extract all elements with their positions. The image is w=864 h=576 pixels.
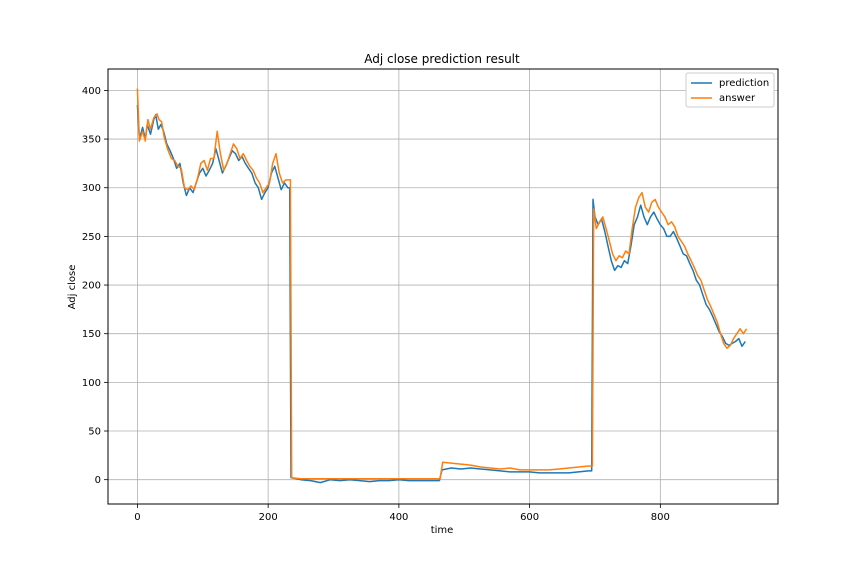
y-tick-label: 400 — [82, 86, 101, 97]
x-tick-label: 800 — [651, 512, 670, 523]
x-axis-title: time — [431, 525, 454, 536]
y-tick-label: 300 — [82, 183, 101, 194]
y-tick-label: 0 — [95, 475, 101, 486]
y-tick-label: 200 — [82, 281, 101, 292]
legend-answer-label: answer — [719, 93, 756, 104]
y-tick-label: 350 — [82, 135, 101, 146]
y-tick-label: 100 — [82, 378, 101, 389]
y-tick-label: 50 — [88, 427, 101, 438]
series-lines — [136, 88, 748, 484]
chart-title: Adj close prediction result — [364, 52, 520, 66]
y-tick-label: 150 — [82, 329, 101, 340]
x-tick-label: 0 — [134, 512, 140, 523]
y-axis-title: Adj close — [67, 265, 78, 310]
legend: prediction answer — [685, 72, 775, 108]
x-tick-label: 600 — [520, 512, 539, 523]
y-tick-label: 250 — [82, 232, 101, 243]
prediction-line — [136, 104, 746, 484]
axis-ticks: 0 200 400 600 800 0 50 100 150 200 250 300 350 400 — [82, 86, 670, 523]
x-tick-label: 400 — [389, 512, 408, 523]
answer-line — [136, 88, 748, 480]
x-tick-label: 200 — [259, 512, 278, 523]
legend-prediction-label: prediction — [719, 78, 769, 89]
plot-area-frame — [107, 68, 779, 505]
